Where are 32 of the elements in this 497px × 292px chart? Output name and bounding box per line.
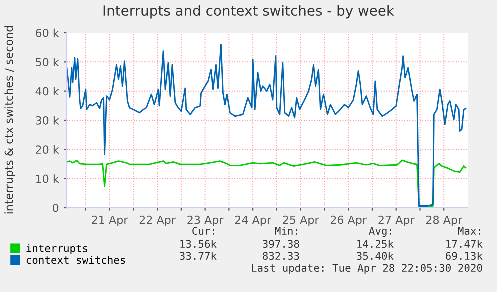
x-tick-label: 28 Apr: [426, 216, 463, 226]
x-tick-label: 25 Apr: [283, 216, 320, 226]
x-tick-label: 26 Apr: [330, 216, 368, 226]
text: Min:: [275, 226, 298, 235]
text: 35.40k: [357, 252, 394, 260]
x-tick-label: 22 Apr: [140, 216, 176, 226]
text: Avg:: [369, 227, 392, 238]
text: 14.25k: [358, 240, 394, 248]
legend-label: context switches: [26, 256, 126, 264]
text: 13.56k: [180, 240, 217, 248]
y-tick-label: 50 k: [36, 58, 60, 67]
y-tick-label: 10 k: [36, 174, 60, 184]
text: 17.47k: [446, 240, 483, 248]
y-axis-title: interrupts & ctx switches / second: [4, 26, 16, 214]
y-tick-label: 60 k: [36, 28, 60, 38]
x-tick-label: 24 Apr: [235, 216, 272, 226]
legend-label: interrupts: [26, 244, 88, 254]
text: 69.13k: [446, 252, 483, 260]
text: Max:: [458, 227, 480, 236]
y-tick-label: 0: [53, 204, 59, 212]
x-tick-label: 21 Apr: [92, 216, 128, 226]
y-tick-label: 40 k: [36, 87, 60, 96]
y-tick-label: 30 k: [36, 116, 60, 125]
text: Cur:: [192, 227, 214, 236]
text: 33.77k: [180, 252, 217, 260]
x-tick-label: 23 Apr: [188, 216, 224, 226]
text: 832.33: [263, 252, 300, 260]
y-tick-label: 20 k: [36, 145, 60, 154]
x-tick-label: 27 Apr: [378, 216, 415, 226]
text: Last update: Tue Apr 28 22:05:30 2020: [252, 264, 482, 274]
text: 397.38: [263, 240, 300, 248]
chart-title: Interrupts and context switches - by week: [104, 5, 394, 19]
